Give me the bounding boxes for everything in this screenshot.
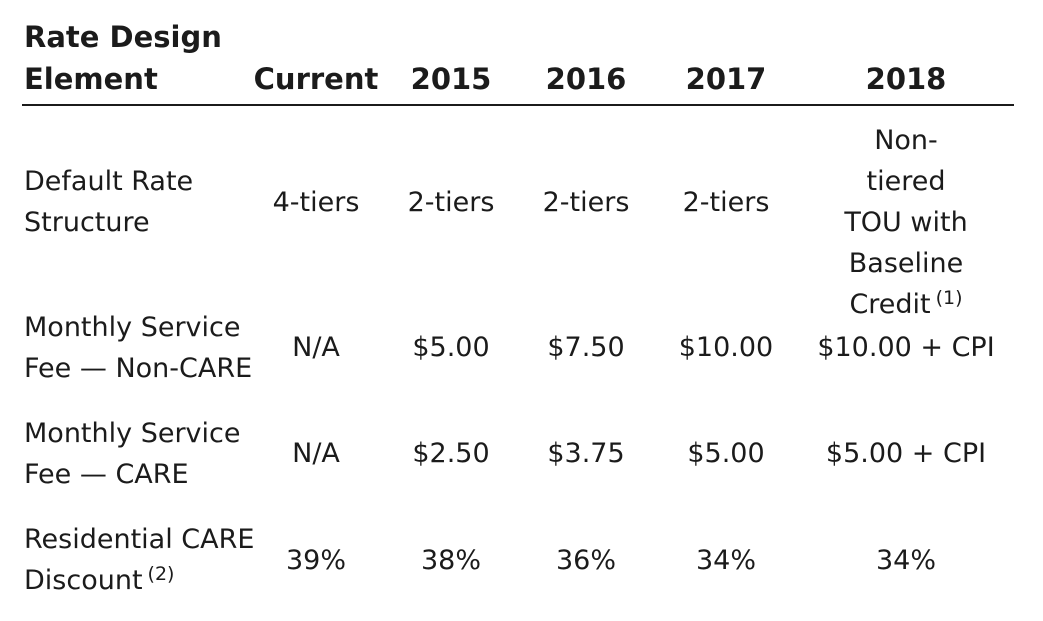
row-label-line: Discount	[24, 565, 143, 596]
cell-fee-care-2018: $5.00 + CPI	[825, 438, 987, 469]
cell-line: Non-tiered	[866, 125, 946, 197]
header-col-2015: 2015	[410, 62, 492, 96]
cell-default-rate-2016: 2-tiers	[542, 187, 630, 218]
row-label-care-discount: Residential CARE Discount (2)	[24, 519, 254, 601]
cell-default-rate-current: 4-tiers	[272, 187, 360, 218]
cell-fee-non-care-2017: $10.00	[678, 332, 774, 363]
row-label-line: Residential CARE	[24, 524, 255, 555]
row-label-fee-care: Monthly Service Fee — CARE	[24, 413, 240, 495]
header-col-2018: 2018	[865, 62, 947, 96]
header-col-2017: 2017	[685, 62, 767, 96]
cell-care-discount-current: 39%	[285, 545, 347, 576]
cell-fee-care-2015: $2.50	[412, 438, 490, 469]
row-label-line: Default Rate	[24, 166, 194, 197]
cell-fee-care-current: N/A	[292, 438, 340, 469]
row-label-line: Fee — Non-CARE	[24, 353, 253, 384]
cell-fee-non-care-2018: $10.00 + CPI	[817, 332, 995, 363]
cell-line: TOU with	[844, 207, 968, 238]
cell-care-discount-2017: 34%	[695, 545, 757, 576]
header-element-line2: Element	[24, 62, 158, 96]
header-element-line1: Rate Design	[24, 20, 222, 54]
cell-default-rate-2015: 2-tiers	[407, 187, 495, 218]
header-col-current: Current	[253, 62, 379, 96]
cell-default-rate-2018: Non-tiered TOU with Baseline Credit (1)	[838, 120, 975, 325]
row-label-line-with-note: Discount (2)	[24, 560, 254, 601]
cell-fee-non-care-2016: $7.50	[547, 332, 625, 363]
cell-fee-non-care-current: N/A	[292, 332, 340, 363]
cell-line: Credit	[849, 289, 931, 320]
header-element-label: Rate Design Element	[24, 16, 222, 100]
row-label-line: Monthly Service	[24, 312, 241, 343]
cell-default-rate-2017: 2-tiers	[682, 187, 770, 218]
cell-care-discount-2015: 38%	[420, 545, 482, 576]
row-label-line: Structure	[24, 207, 150, 238]
cell-fee-non-care-2015: $5.00	[412, 332, 490, 363]
cell-care-discount-2018: 34%	[875, 545, 937, 576]
header-divider	[22, 104, 1014, 106]
cell-care-discount-2016: 36%	[555, 545, 617, 576]
row-label-line: Fee — CARE	[24, 459, 189, 490]
header-col-2016: 2016	[545, 62, 627, 96]
cell-line-with-note: Credit (1)	[838, 284, 975, 325]
footnote-marker-2: (2)	[147, 563, 175, 585]
row-label-line: Monthly Service	[24, 418, 241, 449]
row-label-default-rate-structure: Default Rate Structure	[24, 161, 193, 243]
row-label-fee-non-care: Monthly Service Fee — Non-CARE	[24, 307, 252, 389]
cell-line: Baseline	[848, 248, 964, 279]
cell-fee-care-2016: $3.75	[547, 438, 625, 469]
footnote-marker-1: (1)	[935, 287, 963, 309]
cell-fee-care-2017: $5.00	[687, 438, 765, 469]
